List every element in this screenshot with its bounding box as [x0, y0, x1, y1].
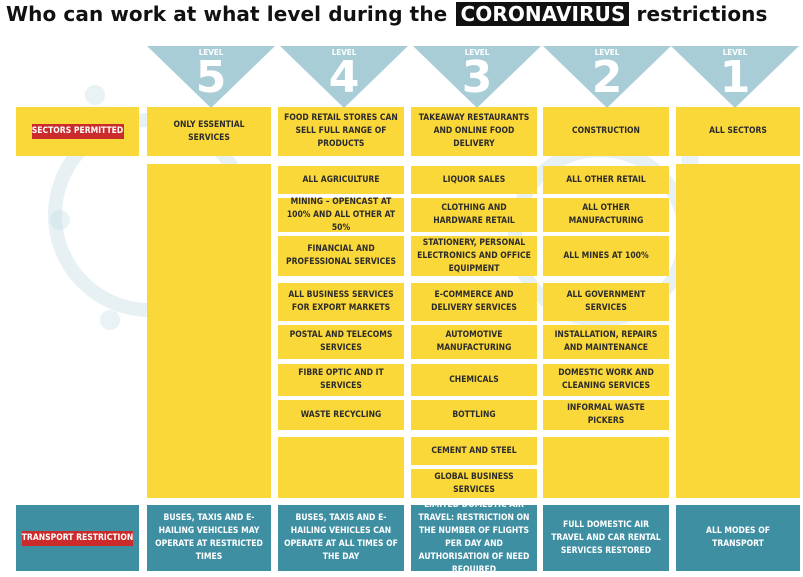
sectors-permitted-label: SECTORS PERMITTED: [31, 124, 124, 139]
level-4-number: 4: [328, 52, 360, 103]
level-3-transport: LIMITED DOMESTIC AIR TRAVEL: RESTRICTION…: [411, 500, 537, 575]
level-3-item: LIQUOR SALES: [411, 166, 537, 194]
level-4-item: WASTE RECYCLING: [278, 400, 404, 430]
title-text: Who can work at what level during the: [6, 2, 448, 26]
level-2-word: LEVEL: [594, 48, 620, 57]
level-2-filler: [543, 437, 669, 498]
level-2-transport: FULL DOMESTIC AIR TRAVEL AND CAR RENTAL …: [543, 505, 669, 571]
level-3-item: CHEMICALS: [411, 364, 537, 396]
level-1-number: 1: [719, 52, 751, 103]
level-1-word: LEVEL: [722, 48, 748, 57]
level-2-header: CONSTRUCTION: [543, 107, 669, 156]
level-4-item: FINANCIAL AND PROFESSIONAL SERVICES: [278, 236, 404, 276]
level-4-arrow: LEVEL 4: [280, 46, 408, 108]
level-3-number: 3: [461, 52, 493, 103]
level-3-item: AUTOMOTIVE MANUFACTURING: [411, 325, 537, 359]
level-4-transport: BUSES, TAXIS AND E-HAILING VEHICLES CAN …: [278, 505, 404, 571]
level-4-item: FIBRE OPTIC AND IT SERVICES: [278, 364, 404, 396]
title-suffix: restrictions: [636, 2, 768, 26]
title-highlight: CORONAVIRUS: [456, 2, 630, 26]
sectors-label-box: SECTORS PERMITTED: [16, 107, 139, 156]
level-1-sector-column: [676, 164, 800, 498]
level-2-item: INFORMAL WASTE PICKERS: [543, 400, 669, 430]
level-2-item: ALL OTHER RETAIL: [543, 166, 669, 194]
level-2-number: 2: [591, 52, 623, 103]
level-3-arrow: LEVEL 3: [413, 46, 541, 108]
level-3-item: GLOBAL BUSINESS SERVICES: [411, 469, 537, 498]
level-4-item: ALL AGRICULTURE: [278, 166, 404, 194]
level-2-item: ALL GOVERNMENT SERVICES: [543, 283, 669, 321]
level-3-word: LEVEL: [464, 48, 490, 57]
level-5-number: 5: [195, 52, 227, 103]
level-3-item: CEMENT AND STEEL: [411, 437, 537, 465]
level-4-item: MINING – OPENCAST AT 100% AND ALL OTHER …: [278, 197, 404, 233]
level-1-arrow: LEVEL 1: [671, 46, 799, 108]
level-4-item: ALL BUSINESS SERVICES FOR EXPORT MARKETS: [278, 283, 404, 321]
level-5-header: ONLY ESSENTIAL SERVICES: [147, 107, 271, 156]
transport-restriction-label: TRANSPORT RESTRICTION: [21, 530, 134, 546]
level-5-sector-column: [147, 164, 271, 498]
level-2-item: ALL OTHER MANUFACTURING: [543, 198, 669, 232]
page-title: Who can work at what level during the CO…: [6, 2, 768, 26]
level-4-item: POSTAL AND TELECOMS SERVICES: [278, 325, 404, 359]
level-4-filler: [278, 437, 404, 498]
level-2-item: INSTALLATION, REPAIRS AND MAINTENANCE: [543, 325, 669, 359]
level-3-item: STATIONERY, PERSONAL ELECTRONICS AND OFF…: [411, 236, 537, 276]
level-2-item: DOMESTIC WORK AND CLEANING SERVICES: [543, 364, 669, 396]
level-4-word: LEVEL: [331, 48, 357, 57]
level-1-header: ALL SECTORS: [676, 107, 800, 156]
level-2-arrow: LEVEL 2: [543, 46, 671, 108]
level-3-item: E-COMMERCE AND DELIVERY SERVICES: [411, 283, 537, 321]
level-5-arrow: LEVEL 5: [147, 46, 275, 108]
level-5-word: LEVEL: [198, 48, 224, 57]
level-5-transport: BUSES, TAXIS AND E-HAILING VEHICLES MAY …: [147, 505, 271, 571]
level-3-item: BOTTLING: [411, 400, 537, 430]
level-2-item: ALL MINES AT 100%: [543, 236, 669, 276]
level-3-header: TAKEAWAY RESTAURANTS AND ONLINE FOOD DEL…: [411, 107, 537, 156]
transport-label-box: TRANSPORT RESTRICTION: [16, 505, 139, 571]
level-3-item: CLOTHING AND HARDWARE RETAIL: [411, 198, 537, 232]
level-1-transport: ALL MODES OF TRANSPORT: [676, 505, 800, 571]
level-4-header: FOOD RETAIL STORES CAN SELL FULL RANGE O…: [278, 107, 404, 156]
